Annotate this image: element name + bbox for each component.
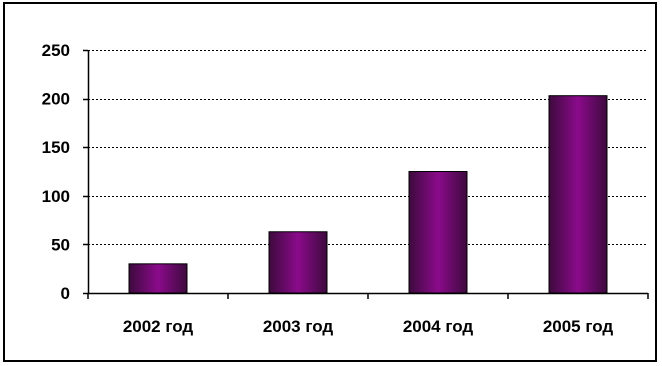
x-tick-label-4: 2005 год xyxy=(543,317,614,336)
axes xyxy=(83,49,649,299)
y-tick-label-250: 250 xyxy=(42,41,70,60)
y-tick-label-0: 0 xyxy=(61,284,70,303)
y-tick-label-100: 100 xyxy=(42,187,70,206)
y-tick-labels: 0 50 100 150 200 250 xyxy=(42,41,70,303)
bar-2 xyxy=(268,231,328,294)
bars xyxy=(128,95,608,294)
chart-frame xyxy=(3,2,657,362)
gridlines xyxy=(88,50,648,245)
y-tick-label-150: 150 xyxy=(42,138,70,157)
x-tick-labels: 2002 год 2003 год 2004 год 2005 год xyxy=(123,317,614,336)
y-tick-label-200: 200 xyxy=(42,90,70,109)
x-tick-label-1: 2002 год xyxy=(123,317,194,336)
bar-4 xyxy=(548,95,608,294)
bar-1 xyxy=(128,263,188,294)
y-tick-label-50: 50 xyxy=(51,235,70,254)
x-tick-label-3: 2004 год xyxy=(403,317,474,336)
bar-3 xyxy=(408,171,468,294)
x-tick-label-2: 2003 год xyxy=(263,317,334,336)
